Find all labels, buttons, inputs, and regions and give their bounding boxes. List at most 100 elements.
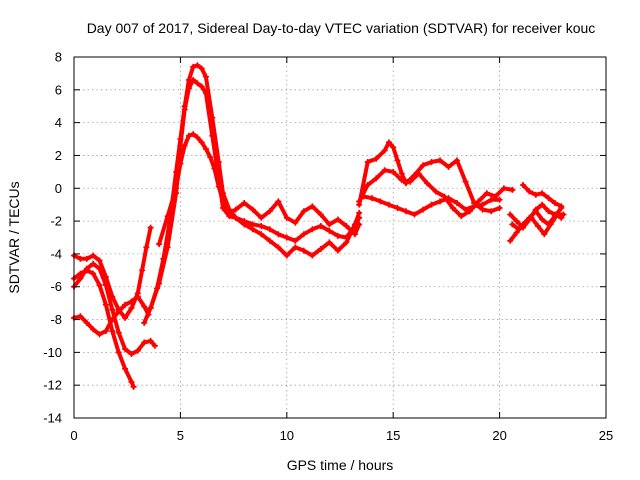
data-point	[122, 365, 129, 372]
data-point	[539, 216, 546, 223]
data-point	[194, 80, 201, 87]
data-point	[128, 298, 135, 305]
data-point	[317, 223, 324, 230]
data-point	[532, 208, 539, 215]
data-point	[326, 221, 333, 228]
data-point	[551, 200, 558, 207]
data-point	[462, 178, 469, 185]
data-point	[83, 265, 90, 272]
data-point	[539, 190, 546, 197]
data-point	[364, 159, 371, 166]
data-point	[292, 219, 299, 226]
data-point	[156, 241, 163, 248]
y-tick-label: -14	[43, 411, 62, 426]
data-point	[90, 252, 97, 259]
data-point	[437, 198, 444, 205]
data-point	[156, 280, 163, 287]
data-point	[449, 204, 456, 211]
data-point	[407, 178, 414, 185]
data-series-group	[71, 62, 567, 390]
data-point	[411, 211, 418, 218]
data-point	[513, 218, 520, 225]
data-point	[300, 208, 307, 215]
data-point	[368, 195, 375, 202]
data-point	[445, 163, 452, 170]
x-axis-label: GPS time / hours	[287, 457, 394, 473]
data-point	[309, 203, 316, 210]
data-point	[509, 221, 516, 228]
data-point	[356, 214, 363, 221]
data-point	[385, 201, 392, 208]
data-point	[173, 185, 180, 192]
data-point	[356, 198, 363, 205]
data-point	[541, 231, 548, 238]
data-point	[275, 198, 282, 205]
data-point	[128, 351, 135, 358]
data-point	[90, 326, 97, 333]
x-tick-label: 10	[280, 428, 294, 443]
data-point	[141, 319, 148, 326]
data-point	[96, 282, 103, 289]
data-point	[77, 313, 84, 320]
data-point	[164, 213, 171, 220]
data-point	[198, 83, 205, 90]
data-point	[207, 154, 214, 161]
data-point	[292, 237, 299, 244]
data-point	[194, 134, 201, 141]
data-point	[215, 183, 222, 190]
data-point	[143, 244, 150, 251]
data-point	[109, 316, 116, 323]
data-point	[102, 282, 109, 289]
data-point	[317, 211, 324, 218]
data-point	[134, 347, 141, 354]
data-point	[334, 216, 341, 223]
data-point	[164, 244, 171, 251]
data-point	[181, 106, 188, 113]
data-point	[122, 314, 129, 321]
y-tick-label: -4	[50, 246, 62, 261]
data-point	[394, 204, 401, 211]
data-point	[377, 198, 384, 205]
data-point	[177, 160, 184, 167]
data-point	[471, 203, 478, 210]
data-point	[496, 196, 503, 203]
data-point	[432, 188, 439, 195]
data-point	[83, 255, 90, 262]
data-point	[475, 198, 482, 205]
data-point	[539, 201, 546, 208]
data-point	[115, 349, 122, 356]
data-point	[194, 62, 201, 69]
data-point	[190, 63, 197, 70]
data-point	[528, 214, 535, 221]
data-point	[151, 342, 158, 349]
data-point	[283, 234, 290, 241]
data-point	[534, 223, 541, 230]
data-point	[522, 219, 529, 226]
data-point	[181, 142, 188, 149]
data-point	[202, 73, 209, 80]
data-point	[185, 85, 192, 92]
data-point	[381, 167, 388, 174]
data-point	[507, 211, 514, 218]
data-point	[219, 198, 226, 205]
data-point	[241, 200, 248, 207]
data-point	[479, 201, 486, 208]
data-point	[96, 331, 103, 338]
data-point	[356, 221, 363, 228]
data-point	[309, 252, 316, 259]
data-point	[334, 247, 341, 254]
data-point	[232, 206, 239, 213]
data-point	[77, 275, 84, 282]
data-point	[96, 265, 103, 272]
data-point	[130, 383, 137, 390]
data-point	[122, 301, 129, 308]
data-point	[398, 177, 405, 184]
data-point	[532, 191, 539, 198]
data-point	[373, 155, 380, 162]
x-tick-label: 5	[177, 428, 184, 443]
data-point	[275, 244, 282, 251]
data-point	[249, 206, 256, 213]
data-point	[202, 145, 209, 152]
y-tick-label: -12	[43, 378, 62, 393]
data-point	[317, 245, 324, 252]
